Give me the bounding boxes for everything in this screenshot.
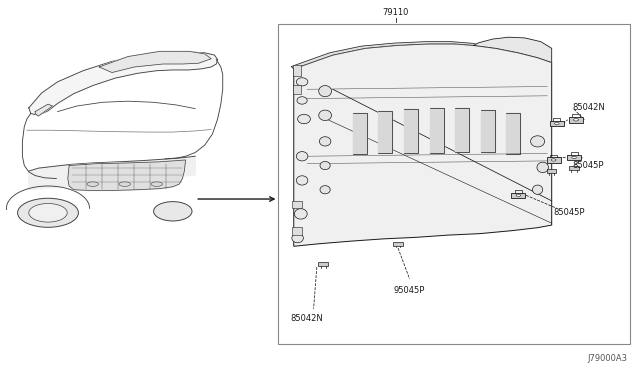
Polygon shape — [506, 113, 520, 154]
Bar — [550, 121, 564, 126]
Ellipse shape — [296, 176, 308, 185]
Polygon shape — [35, 104, 52, 116]
Ellipse shape — [319, 137, 331, 146]
Text: J79000A3: J79000A3 — [588, 354, 627, 363]
Text: 95045P: 95045P — [394, 286, 426, 295]
Ellipse shape — [154, 202, 192, 221]
Ellipse shape — [119, 182, 131, 186]
Ellipse shape — [319, 110, 332, 121]
Polygon shape — [29, 52, 218, 115]
Ellipse shape — [18, 198, 79, 227]
Bar — [569, 166, 579, 170]
Ellipse shape — [537, 162, 548, 173]
Bar — [293, 65, 301, 76]
Polygon shape — [481, 109, 495, 153]
Bar — [511, 193, 525, 198]
Text: 79110: 79110 — [382, 8, 409, 17]
Ellipse shape — [320, 161, 330, 170]
Ellipse shape — [531, 136, 545, 147]
Bar — [293, 84, 301, 94]
Bar — [547, 157, 561, 163]
Ellipse shape — [87, 182, 99, 186]
Bar — [292, 201, 302, 208]
Ellipse shape — [296, 152, 308, 161]
Ellipse shape — [297, 97, 307, 104]
Polygon shape — [456, 108, 470, 152]
Text: 85042N: 85042N — [573, 103, 605, 112]
Polygon shape — [68, 160, 186, 190]
Polygon shape — [353, 113, 367, 154]
Polygon shape — [474, 37, 552, 62]
Text: 85045P: 85045P — [554, 208, 585, 217]
Ellipse shape — [298, 115, 310, 124]
Bar — [568, 117, 584, 123]
Bar — [278, 24, 630, 344]
Bar — [393, 242, 403, 246]
Polygon shape — [294, 44, 552, 246]
Ellipse shape — [151, 182, 163, 186]
Text: 85045P: 85045P — [573, 161, 604, 170]
Ellipse shape — [573, 119, 579, 121]
Ellipse shape — [29, 203, 67, 222]
Ellipse shape — [516, 194, 521, 196]
Ellipse shape — [296, 78, 308, 86]
Polygon shape — [404, 109, 418, 153]
Ellipse shape — [294, 209, 307, 219]
Ellipse shape — [572, 156, 577, 158]
Polygon shape — [291, 42, 552, 69]
Ellipse shape — [532, 185, 543, 195]
Polygon shape — [430, 108, 444, 153]
Text: 85042N: 85042N — [291, 314, 324, 323]
Bar — [567, 155, 581, 160]
Polygon shape — [29, 156, 195, 190]
Ellipse shape — [292, 234, 303, 243]
Polygon shape — [378, 111, 392, 153]
Bar — [547, 169, 557, 173]
Polygon shape — [99, 51, 211, 73]
Ellipse shape — [320, 186, 330, 194]
Ellipse shape — [551, 159, 556, 161]
Ellipse shape — [319, 86, 332, 97]
Bar — [319, 262, 328, 266]
Ellipse shape — [554, 122, 559, 125]
Bar — [292, 227, 302, 235]
